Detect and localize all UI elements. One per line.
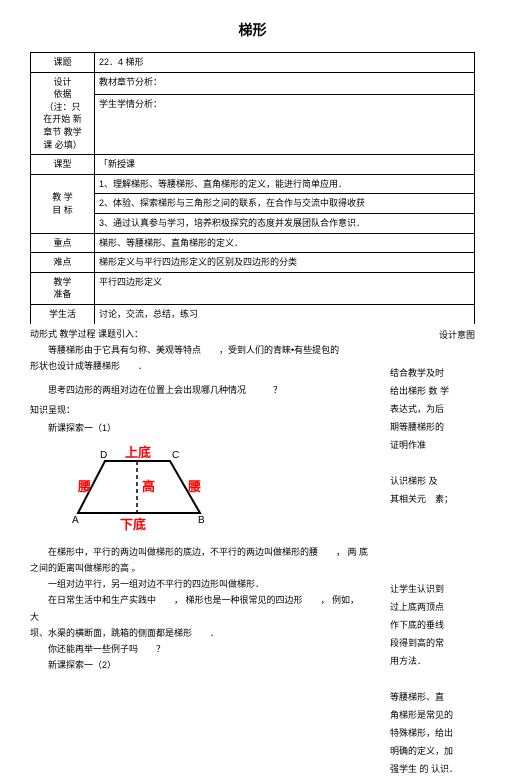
vertex-c: C [172,450,179,461]
design-intent-text: 结合教学及时 给出梯形 数 学 表达式，为后 期等腰梯形的 证明作准 认识梯形 … [390,364,475,778]
vertex-d: D [100,450,107,461]
design-line1: 教材章节分析： [95,72,475,94]
flow-para3: 在日常生活中和生产实践中 ， 梯形也是一种很常见的四边形 ， 例如， 大 [30,592,370,624]
activity-label: 学生活 [31,304,95,323]
vertex-b: B [198,515,205,526]
type-value: 「新授课 [95,155,475,175]
table-row: 2、体验、探索梯形与三角形之间的联系，在合作与交流中取得收获 [31,194,475,214]
flow-left: 动形式 教学过程 课题引入： 等腰梯形由于它具有匀称、美观等特点 ，受到人们的青… [30,326,370,674]
leg-right-label: 腰 [187,479,201,494]
bottom-label: 下底 [120,517,146,532]
flow-para5: 你还能再举一些例子吗 ？ [30,641,370,657]
explore2: 新课探索一（2） [30,657,370,673]
table-row: 难点 梯形定义与平行四边形定义的区别及四边形的分类 [31,253,475,273]
flow-line3: 思考四边形的两组对边在位置上会出现哪几种情况 ？ [30,382,370,398]
content-flow: 设计意图 结合教学及时 给出梯形 数 学 表达式，为后 期等腰梯形的 证明作准 … [30,326,475,674]
table-row: 学生学情分析： [31,94,475,154]
table-row: 重点 梯形、等腰梯形、直角梯形的定义． [31,233,475,253]
prep-value: 平行四边形定义 [95,272,475,304]
flow-header-left: 动形式 教学过程 课题引入： [30,326,370,342]
flow-para4: 坝、水渠的横断面，跳箱的侧面都是梯形 ． [30,625,370,641]
table-row: 课题 22．4 梯形 [31,53,475,73]
goal-label: 教 学 目 标 [31,174,95,233]
diff-value: 梯形定义与平行四边形定义的区别及四边形的分类 [95,253,475,273]
topic-value: 22．4 梯形 [95,53,475,73]
height-label: 高 [142,479,155,494]
topic-label: 课题 [31,53,95,73]
diff-label: 难点 [31,253,95,273]
trapezoid-figure: D C A B 上底 下底 腰 腰 高 [70,443,370,538]
explore1: 新课探索一（1） [30,420,370,436]
vertex-a: A [72,515,79,526]
table-row: 课型 「新授课 [31,155,475,175]
goal-1: 1、理解梯形、等腰梯形、直角梯形的定义，能进行简单应用． [95,174,475,194]
table-row: 学生活 讨论，交流，总结，练习 [31,304,475,323]
design-intent-header: 设计意图 [390,326,475,344]
flow-line2: 形状也设计成等腰梯形 ． [30,358,370,374]
design-intent-column: 设计意图 结合教学及时 给出梯形 数 学 表达式，为后 期等腰梯形的 证明作准 … [390,326,475,778]
table-row: 3、通过认真参与学习，培养积极探究的态度并发展团队合作意识． [31,213,475,233]
flow-para1: 在梯形中，平行的两边叫做梯形的底边，不平行的两边叫做梯形的腰 ， 两 底之间的距… [30,544,370,576]
design-line2: 学生学情分析： [95,94,475,154]
table-row: 教学 准备 平行四边形定义 [31,272,475,304]
lesson-table: 课题 22．4 梯形 设计 依据 （注：只 在开始 新 章节 教学 课 必填） … [30,52,475,324]
table-row: 设计 依据 （注：只 在开始 新 章节 教学 课 必填） 教材章节分析： [31,72,475,94]
table-row: 教 学 目 标 1、理解梯形、等腰梯形、直角梯形的定义，能进行简单应用． [31,174,475,194]
prep-label: 教学 准备 [31,272,95,304]
keypoint-label: 重点 [31,233,95,253]
leg-left-label: 腰 [77,479,91,494]
know-label: 知识呈现： [30,402,370,418]
top-label: 上底 [125,445,151,460]
page-title: 梯形 [30,20,475,40]
goal-3: 3、通过认真参与学习，培养积极探究的态度并发展团队合作意识． [95,213,475,233]
design-label: 设计 依据 （注：只 在开始 新 章节 教学 课 必填） [31,72,95,155]
type-label: 课型 [31,155,95,175]
flow-para2: 一组对边平行，另一组对边不平行的四边形叫做梯形． [30,576,370,592]
activity-value: 讨论，交流，总结，练习 [95,304,475,323]
flow-line1: 等腰梯形由于它具有匀称、美观等特点 ，受到人们的青睐•有些提包的 [30,342,370,358]
goal-2: 2、体验、探索梯形与三角形之间的联系，在合作与交流中取得收获 [95,194,475,214]
keypoint-value: 梯形、等腰梯形、直角梯形的定义． [95,233,475,253]
